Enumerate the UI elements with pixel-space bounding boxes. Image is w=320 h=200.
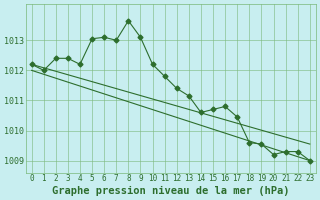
X-axis label: Graphe pression niveau de la mer (hPa): Graphe pression niveau de la mer (hPa) [52,186,290,196]
